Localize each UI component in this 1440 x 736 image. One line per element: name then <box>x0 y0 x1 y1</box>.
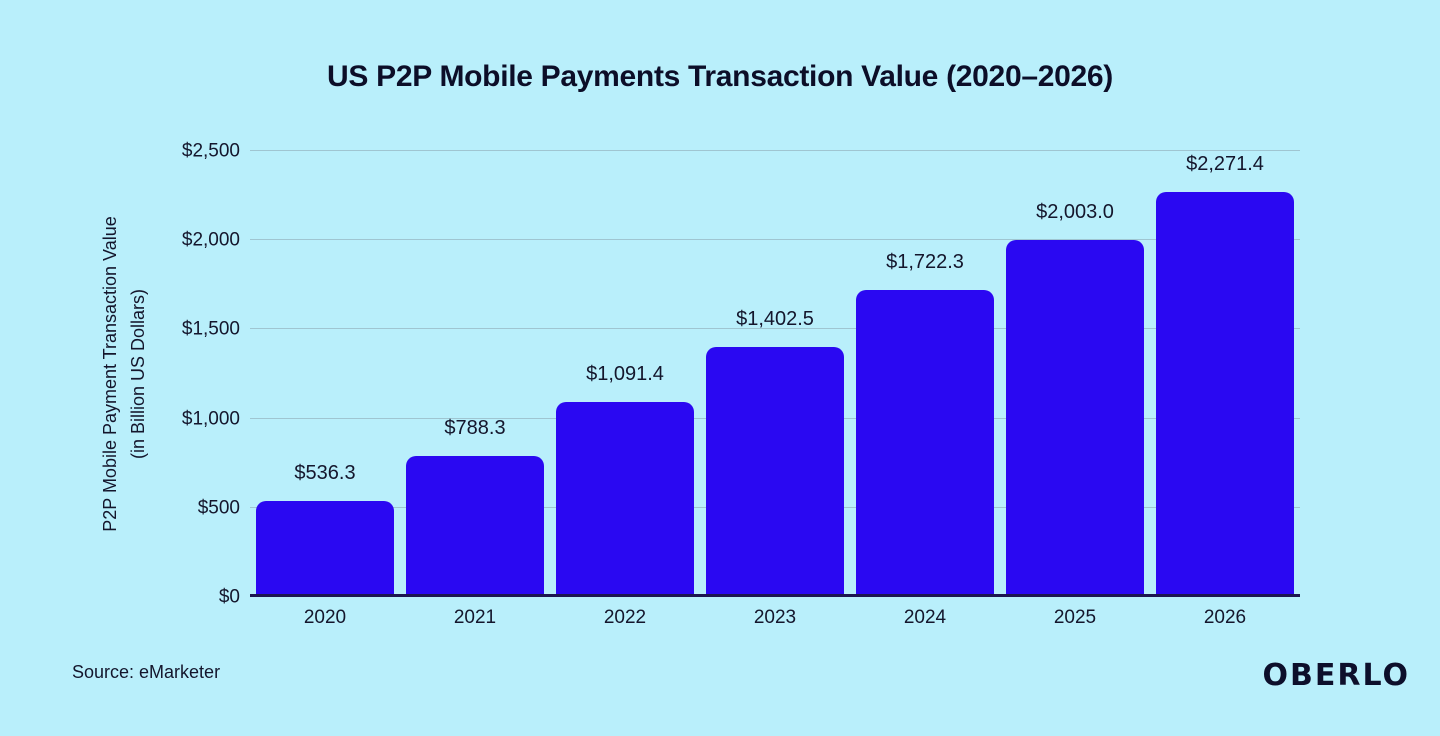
bar-2025: $2,003.0 <box>1006 201 1144 597</box>
bar-value-label: $536.3 <box>294 462 356 485</box>
bar-value-label: $2,271.4 <box>1186 152 1264 175</box>
bar-slot: $1,722.3 <box>850 151 1000 597</box>
x-tick-label: 2024 <box>903 607 947 628</box>
oberlo-logo: OBERLO <box>1262 658 1410 693</box>
bar-2021: $788.3 <box>406 417 544 597</box>
y-tick-label: $0 <box>218 586 240 608</box>
y-tick-label: $500 <box>197 497 240 519</box>
x-axis-line <box>250 594 1300 597</box>
gridline <box>250 150 1300 151</box>
bar-slot: $1,091.4 <box>550 151 700 597</box>
gridline <box>250 328 1300 330</box>
x-tick-label: 2025 <box>1053 607 1097 628</box>
x-tick-label: 2020 <box>303 607 347 628</box>
y-tick-label: $2,500 <box>181 140 240 162</box>
y-tick-labels: $0 $500 $1,000 $1,500 $2,000 $2,500 <box>0 142 240 607</box>
bar-slot: $788.3 <box>400 151 550 597</box>
bar-value-label: $1,402.5 <box>736 307 814 330</box>
x-tick-label: 2021 <box>453 607 497 628</box>
x-tick-labels: 2020 2021 2022 2023 2024 2025 2026 <box>250 607 1300 629</box>
gridline <box>250 239 1300 241</box>
x-tick-label: 2026 <box>1203 607 1247 628</box>
plot-area: $536.3 $788.3 $1,091.4 $1,402.5 $1,722.3 $2,0… <box>250 150 1300 597</box>
x-tick-label: 2022 <box>603 607 647 628</box>
bar-2022: $1,091.4 <box>556 363 694 597</box>
y-tick-label: $2,000 <box>181 229 240 251</box>
bar-value-label: $2,003.0 <box>1036 200 1114 223</box>
bar-slot: $2,271.4 <box>1150 151 1300 597</box>
bar-2024: $1,722.3 <box>856 251 994 597</box>
y-tick-label: $1,500 <box>181 318 240 340</box>
bar-slot: $536.3 <box>250 151 400 597</box>
bar-2026: $2,271.4 <box>1156 153 1294 597</box>
chart-title: US P2P Mobile Payments Transaction Value… <box>327 60 1113 93</box>
x-tick-label: 2023 <box>753 607 797 628</box>
bar-value-label: $1,091.4 <box>586 363 664 386</box>
bar-value-label: $788.3 <box>444 417 506 440</box>
bar-value-label: $1,722.3 <box>886 250 964 273</box>
source-note: Source: eMarketer <box>72 662 221 682</box>
bar-2023: $1,402.5 <box>706 308 844 597</box>
y-tick-label: $1,000 <box>181 408 240 430</box>
bar-slot: $1,402.5 <box>700 151 850 597</box>
bar-slot: $2,003.0 <box>1000 151 1150 597</box>
bar-2020: $536.3 <box>256 462 394 597</box>
